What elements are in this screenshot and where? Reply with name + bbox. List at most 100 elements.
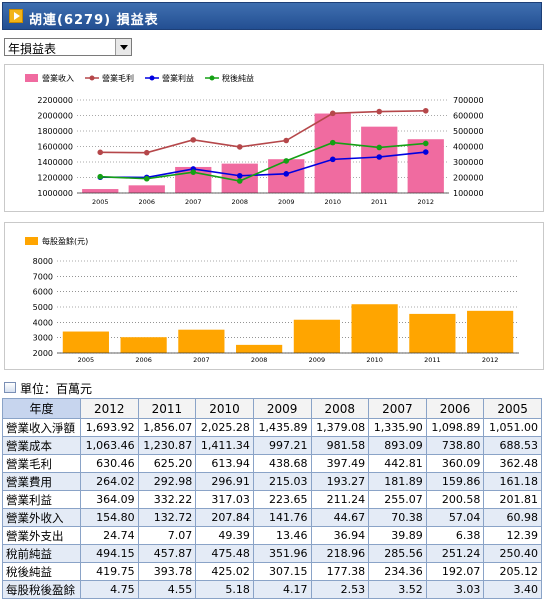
- table-cell: 205.12: [483, 562, 542, 581]
- table-cell: 307.15: [252, 562, 312, 581]
- table-row: 營業外支出 24.74 7.07 49.39 13.46 36.94 39.89 6.38 12…: [2, 526, 542, 545]
- eps-chart-svg: 每股盈餘(元) 8000 7000 6000 5000 4000 3000 2000 2005 2…: [25, 236, 519, 364]
- x-axis-tick: 2006: [135, 356, 152, 364]
- table-cell: 161.18: [483, 472, 542, 491]
- table-cell: 177.38: [310, 562, 370, 581]
- x-axis-tick: 2012: [482, 356, 499, 364]
- table-cell: 442.81: [368, 454, 427, 473]
- table-row: 營業收入淨額 1,693.92 1,856.07 2,025.28 1,435.89 1,…: [2, 418, 542, 437]
- table-row: 營業毛利 630.46 625.20 613.94 438.68 397.49 442.81…: [2, 454, 542, 473]
- table-cell: 7.07: [137, 526, 197, 545]
- chevron-down-icon[interactable]: [115, 39, 131, 55]
- series-point: [236, 178, 243, 184]
- legend-label: 每股盈餘(元): [42, 236, 88, 246]
- x-axis-tick: 2009: [278, 198, 295, 206]
- series-line: [100, 109, 426, 154]
- table-cell: 2.53: [310, 580, 370, 599]
- table-cell: 211.24: [310, 490, 370, 509]
- table-cell: 200.58: [425, 490, 485, 509]
- table-cell: 285.56: [368, 544, 427, 563]
- table-cell: 457.87: [137, 544, 197, 563]
- year-header: 2007: [368, 398, 427, 419]
- series-point: [283, 158, 290, 164]
- right-axis-tick: 200000: [453, 174, 484, 183]
- x-axis-tick: 2008: [231, 198, 248, 206]
- table-row: 每股稅後盈餘 4.75 4.55 5.18 4.17 2.53 3.52 3.03 3.40: [2, 580, 542, 599]
- revenue-bar: [128, 185, 165, 193]
- y-axis-tick: 8000: [33, 257, 53, 266]
- table-row: 營業成本 1,063.46 1,230.87 1,411.34 997.21 981.58…: [2, 436, 542, 455]
- table-cell: 4.75: [80, 580, 139, 599]
- table-cell: 218.96: [310, 544, 370, 563]
- table-cell: 364.09: [80, 490, 139, 509]
- y-axis-tick: 2000: [33, 349, 53, 358]
- table-cell: 57.04: [425, 508, 485, 527]
- year-header: 2012: [80, 398, 139, 419]
- table-cell: 3.40: [483, 580, 542, 599]
- series-point: [376, 154, 383, 160]
- legend-marker: [89, 75, 95, 81]
- eps-bar: [351, 304, 398, 353]
- arrow-right-icon: [9, 9, 23, 23]
- series-point: [143, 175, 150, 182]
- left-axis-tick: 1200000: [37, 174, 73, 183]
- table-cell: 154.80: [80, 508, 139, 527]
- series-point: [97, 149, 104, 156]
- table-cell: 264.02: [80, 472, 139, 491]
- year-header: 2008: [310, 398, 370, 419]
- table-corner-header: 年度: [2, 398, 81, 419]
- revenue-bar: [82, 189, 119, 193]
- table-cell: 13.46: [252, 526, 312, 545]
- row-label: 每股稅後盈餘: [2, 580, 81, 599]
- x-axis-tick: 2007: [193, 356, 210, 364]
- report-type-select[interactable]: 年損益表: [4, 38, 132, 56]
- left-axis-tick: 1000000: [37, 189, 73, 198]
- table-cell: 60.98: [483, 508, 542, 527]
- table-cell: 3.03: [425, 580, 485, 599]
- table-cell: 1,051.00: [483, 418, 542, 437]
- table-cell: 4.17: [252, 580, 312, 599]
- row-label: 營業費用: [2, 472, 81, 491]
- table-cell: 1,856.07: [137, 418, 197, 437]
- table-cell: 207.84: [195, 508, 254, 527]
- series-point: [283, 137, 290, 144]
- table-cell: 193.27: [310, 472, 370, 491]
- row-label: 營業外支出: [2, 526, 81, 545]
- table-cell: 181.89: [368, 472, 427, 491]
- series-point: [329, 156, 336, 163]
- year-header: 2011: [137, 398, 197, 419]
- table-cell: 438.68: [252, 454, 312, 473]
- year-header: 2006: [425, 398, 485, 419]
- right-axis-tick: 300000: [453, 158, 484, 167]
- revenue-bar: [314, 113, 351, 193]
- table-cell: 192.07: [425, 562, 485, 581]
- eps-bar: [120, 337, 167, 353]
- table-cell: 201.81: [483, 490, 542, 509]
- table-cell: 738.80: [425, 436, 485, 455]
- year-header: 2005: [483, 398, 542, 419]
- table-cell: 981.58: [310, 436, 370, 455]
- table-cell: 317.03: [195, 490, 254, 509]
- table-cell: 997.21: [252, 436, 312, 455]
- series-point: [376, 108, 383, 115]
- x-axis-tick: 2012: [417, 198, 434, 206]
- series-point: [376, 144, 383, 151]
- row-label: 營業毛利: [2, 454, 81, 473]
- right-axis-tick: 400000: [453, 143, 484, 152]
- year-header: 2010: [195, 398, 254, 419]
- unit-label: 單位：百萬元: [20, 382, 93, 396]
- x-axis-tick: 2011: [371, 198, 388, 206]
- legend-label: 營業利益: [162, 73, 194, 83]
- x-axis-tick: 2006: [138, 198, 155, 206]
- y-axis-tick: 7000: [33, 272, 53, 281]
- series-point: [283, 171, 290, 177]
- series-point: [329, 110, 336, 117]
- table-cell: 5.18: [195, 580, 254, 599]
- table-cell: 1,230.87: [137, 436, 197, 455]
- right-axis-tick: 100000: [453, 189, 484, 198]
- table-cell: 419.75: [80, 562, 139, 581]
- legend-swatch: [25, 74, 38, 82]
- table-cell: 1,098.89: [425, 418, 485, 437]
- series-point: [329, 139, 336, 146]
- x-axis-tick: 2011: [424, 356, 441, 364]
